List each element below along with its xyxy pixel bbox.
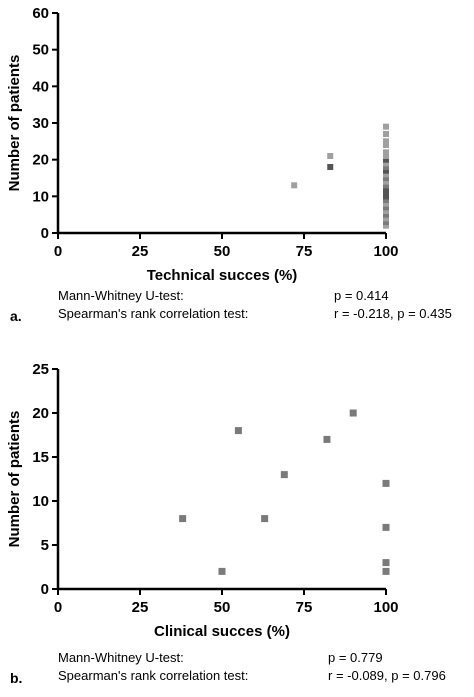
chart-a-data-point [383,138,389,145]
chart-b-panel-letter: b. [10,670,22,686]
chart-a-data-point [383,142,389,148]
chart-a-data-point [383,197,389,203]
chart-b-data-point [261,515,269,523]
chart-a-stat-result: r = -0.218, p = 0.435 [334,306,452,321]
chart-b-y-tick-label: 20 [32,405,49,422]
chart-a-panel-letter: a. [10,308,22,324]
chart-a-data-point [383,215,389,222]
chart-b-stat-result: p = 0.779 [328,650,383,665]
chart-a-x-tick-label: 25 [132,243,149,260]
chart-b: 0 5 10 15 20 25 0 25 50 75 100 Number of patients Cl… [6,361,446,686]
chart-a-data-point [327,164,334,170]
chart-a-y-tick-label: 20 [32,152,49,169]
chart-b-x-tick-label: 0 [54,599,62,616]
chart-b-data-point [218,567,226,575]
chart-a-data-point [383,131,389,137]
chart-a-data-point [383,186,389,192]
chart-b-y-tick-label: 0 [41,581,49,598]
chart-a-y-tick-label: 50 [32,42,49,59]
chart-a-data-point [383,153,389,159]
chart-b-data-point [382,523,390,531]
chart-b-y-tick-label: 25 [32,361,49,378]
chart-a-x-axis-title: Technical succes (%) [147,267,298,284]
chart-b-x-tick-label: 100 [373,599,398,616]
chart-a-data-point [383,123,389,130]
chart-b-y-tick-label: 10 [32,493,49,510]
chart-a-data-point [383,178,389,185]
chart-a-data-point [383,182,389,189]
chart-a-data-point [383,175,389,181]
chart-a-data-point [383,200,389,207]
chart-a-stat-test-label: Mann-Whitney U-test: [58,288,184,303]
chart-a-data-point [383,189,389,196]
chart-b-data-point [382,479,390,487]
chart-a-data-point [383,156,389,163]
chart-a-x-tick-label: 75 [296,243,313,260]
chart-a-data-point [383,171,389,178]
chart-a-x-tick-label: 0 [54,243,62,260]
chart-a-y-tick-label: 0 [41,225,49,242]
chart-a-data-point [383,219,389,225]
chart-a-x-tick-label: 50 [214,243,231,260]
chart-a-y-tick-label: 40 [32,78,49,95]
chart-a-y-axis-title: Number of patients [6,55,23,192]
chart-a-data-point [383,204,389,211]
chart-b-stat-result: r = -0.089, p = 0.796 [328,668,446,683]
chart-b-data-point [382,567,390,575]
chart-a-data-point [383,211,389,218]
chart-b-x-axis-title: Clinical succes (%) [154,623,290,640]
chart-a-x-tick-label: 100 [373,243,398,260]
chart-b-stat-test-label: Spearman's rank correlation test: [58,668,248,683]
chart-a-stat-test-label: Spearman's rank correlation test: [58,306,248,321]
chart-b-y-axis-title: Number of patients [6,411,23,548]
chart-a: 0 10 20 30 40 50 60 0 25 50 75 100 Number of patient… [6,5,452,324]
chart-b-y-tick-label: 15 [32,449,49,466]
chart-b-x-tick-label: 75 [296,599,313,616]
chart-a-data-point [383,222,389,229]
chart-b-data-point [349,409,357,417]
chart-a-data-point [383,167,389,174]
chart-b-data-point [234,427,242,435]
chart-a-data-point [383,149,389,156]
chart-b-x-tick-label: 25 [132,599,149,616]
chart-b-stat-test-label: Mann-Whitney U-test: [58,650,184,665]
chart-b-data-point [280,471,288,479]
chart-a-data-point [291,182,298,189]
chart-a-data-point [383,160,389,167]
chart-b-x-tick-label: 50 [214,599,231,616]
chart-b-data-point [323,435,331,443]
chart-a-data-point [383,164,389,170]
chart-b-data-point [382,559,390,567]
chart-a-data-point [327,153,334,159]
chart-b-y-tick-label: 5 [41,537,49,554]
chart-a-y-tick-label: 10 [32,188,49,205]
chart-a-data-point [383,208,389,214]
chart-a-y-tick-label: 60 [32,5,49,22]
chart-a-stat-result: p = 0.414 [334,288,389,303]
chart-b-data-point [179,515,187,523]
chart-a-data-point [383,193,389,200]
chart-a-y-tick-label: 30 [32,115,49,132]
